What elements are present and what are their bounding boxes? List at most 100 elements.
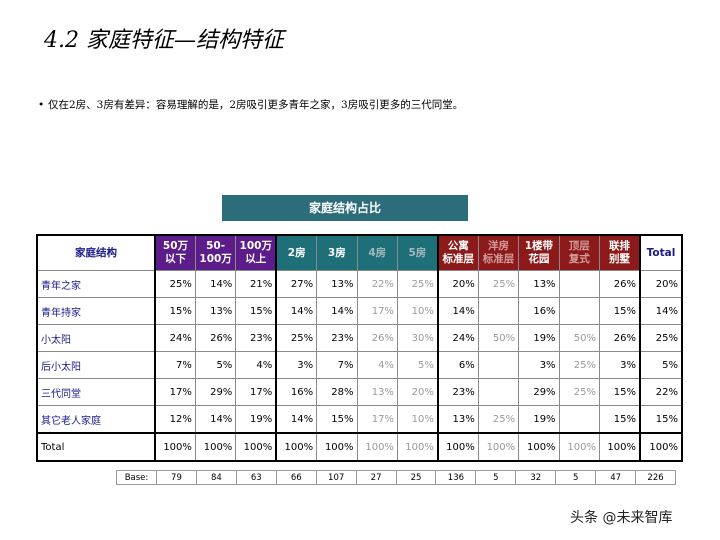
table-cell: 12% [154, 405, 196, 434]
table-cell: 15% [154, 297, 196, 325]
base-cell: 66 [275, 470, 317, 485]
table-cell: 22% [356, 270, 398, 298]
table-cell: 5% [396, 351, 439, 379]
table-cell: 25% [477, 405, 520, 434]
total-cell: 5% [639, 351, 683, 379]
table-cell: 100% [477, 432, 520, 462]
table-row: 小太阳 24% 26% 23% 25% 23% 26% 30% 24% 50% 19% 50% 26% 2… [36, 324, 683, 352]
base-label: Base: [116, 470, 157, 485]
table-cell: 30% [396, 324, 439, 352]
table-cell: 23% [235, 324, 277, 352]
table-cell: 100% [194, 432, 237, 462]
table-cell: 26% [598, 270, 641, 298]
base-cell: 107 [315, 470, 357, 485]
table-cell: 4% [356, 351, 398, 379]
column-header: 4房 [356, 234, 398, 271]
table-cell [477, 351, 520, 379]
column-header: 洋房 标准层 [477, 234, 520, 271]
table-cell: 14% [194, 270, 237, 298]
row-label: 后小太阳 [36, 351, 156, 379]
column-header: 2房 [275, 234, 318, 271]
table-cell: 100% [518, 432, 560, 462]
watermark: 头条 @未来智库 [570, 510, 673, 526]
base-cell: 226 [635, 470, 676, 485]
table-cell: 100% [558, 432, 600, 462]
table-cell: 13% [194, 297, 237, 325]
table-cell: 24% [154, 324, 196, 352]
table-cell: 13% [316, 270, 358, 298]
table-cell: 4% [235, 351, 277, 379]
table-cell: 15% [598, 405, 641, 434]
table-cell: 20% [436, 270, 479, 298]
bullet-dot: • [38, 99, 45, 111]
base-cell: 84 [195, 470, 237, 485]
base-cell: 63 [235, 470, 277, 485]
column-header: 联排 别墅 [598, 234, 641, 271]
table-cell: 16% [518, 297, 560, 325]
bullet-note: • 仅在2房、3房有差异：容易理解的是，2房吸引更多青年之家，3房吸引更多的三代同… [38, 97, 463, 112]
total-cell: 15% [639, 405, 683, 434]
table-row: 三代同堂 17% 29% 17% 16% 28% 13% 20% 23% 29% 25% 15% 22% [36, 378, 683, 406]
row-label: Total [36, 432, 156, 462]
table-cell: 23% [316, 324, 358, 352]
table-cell: 16% [275, 378, 318, 406]
column-header: 100万 以上 [235, 234, 277, 271]
column-header: 50- 100万 [194, 234, 237, 271]
table-cell: 24% [436, 324, 479, 352]
table-cell: 13% [518, 270, 560, 298]
table-cell: 100% [436, 432, 479, 462]
table-cell: 13% [436, 405, 479, 434]
table-cell: 25% [154, 270, 196, 298]
table-cell [558, 270, 600, 298]
column-header: 1楼带 花园 [518, 234, 560, 271]
table-row: 其它老人家庭 12% 14% 19% 14% 15% 17% 10% 13% 25% 19% 15% 1… [36, 405, 683, 434]
base-cell: 32 [515, 470, 557, 485]
base-cell: 136 [435, 470, 477, 485]
table-cell: 50% [477, 324, 520, 352]
table-cell: 15% [235, 297, 277, 325]
row-label: 小太阳 [36, 324, 156, 352]
table-cell: 10% [396, 297, 439, 325]
table-cell: 7% [154, 351, 196, 379]
table-cell: 17% [356, 405, 398, 434]
table-cell: 17% [356, 297, 398, 325]
table-cell: 25% [396, 270, 439, 298]
total-cell: 20% [639, 270, 683, 298]
column-header: 5房 [396, 234, 439, 271]
table-cell: 14% [275, 297, 318, 325]
bullet-text: 仅在2房、3房有差异：容易理解的是，2房吸引更多青年之家，3房吸引更多的三代同堂… [48, 99, 464, 111]
row-header: 家庭结构 [36, 234, 156, 271]
row-label: 其它老人家庭 [36, 405, 156, 434]
base-count-table: Base: 79 84 63 66 107 27 25 136 5 32 5 47 226 [116, 470, 676, 485]
table-row: 后小太阳 7% 5% 4% 3% 7% 4% 5% 6% 3% 25% 3% 5% [36, 351, 683, 379]
base-cell: 25 [395, 470, 437, 485]
table-cell: 29% [518, 378, 560, 406]
table-cell: 14% [275, 405, 318, 434]
table-cell: 10% [396, 405, 439, 434]
table-cell: 3% [518, 351, 560, 379]
table-cell: 100% [356, 432, 398, 462]
table-cell: 15% [316, 405, 358, 434]
table-cell: 19% [518, 324, 560, 352]
table-cell [558, 405, 600, 434]
table-cell: 23% [436, 378, 479, 406]
table-cell: 26% [598, 324, 641, 352]
table-cell: 17% [235, 378, 277, 406]
table-cell [558, 297, 600, 325]
slide-title: 4.2 家庭特征—结构特征 [44, 28, 284, 53]
table-cell: 7% [316, 351, 358, 379]
total-cell: 25% [639, 324, 683, 352]
total-cell: 14% [639, 297, 683, 325]
row-label: 青年之家 [36, 270, 156, 298]
table-cell [477, 378, 520, 406]
total-cell: 100% [639, 432, 683, 462]
table-row: 青年之家 25% 14% 21% 27% 13% 22% 25% 20% 25% 13% 26% 20% [36, 270, 683, 298]
base-cell: 27 [355, 470, 397, 485]
table-cell: 19% [235, 405, 277, 434]
table-cell: 17% [154, 378, 196, 406]
table-cell: 15% [598, 297, 641, 325]
table-cell: 29% [194, 378, 237, 406]
table-cell: 21% [235, 270, 277, 298]
total-row: Total 100% 100% 100% 100% 100% 100% 100% 100% 100… [36, 432, 683, 462]
table-cell [477, 297, 520, 325]
